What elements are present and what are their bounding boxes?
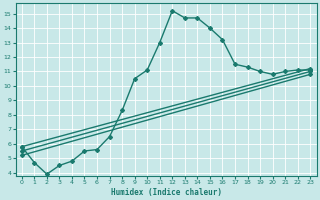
X-axis label: Humidex (Indice chaleur): Humidex (Indice chaleur) bbox=[110, 188, 221, 197]
